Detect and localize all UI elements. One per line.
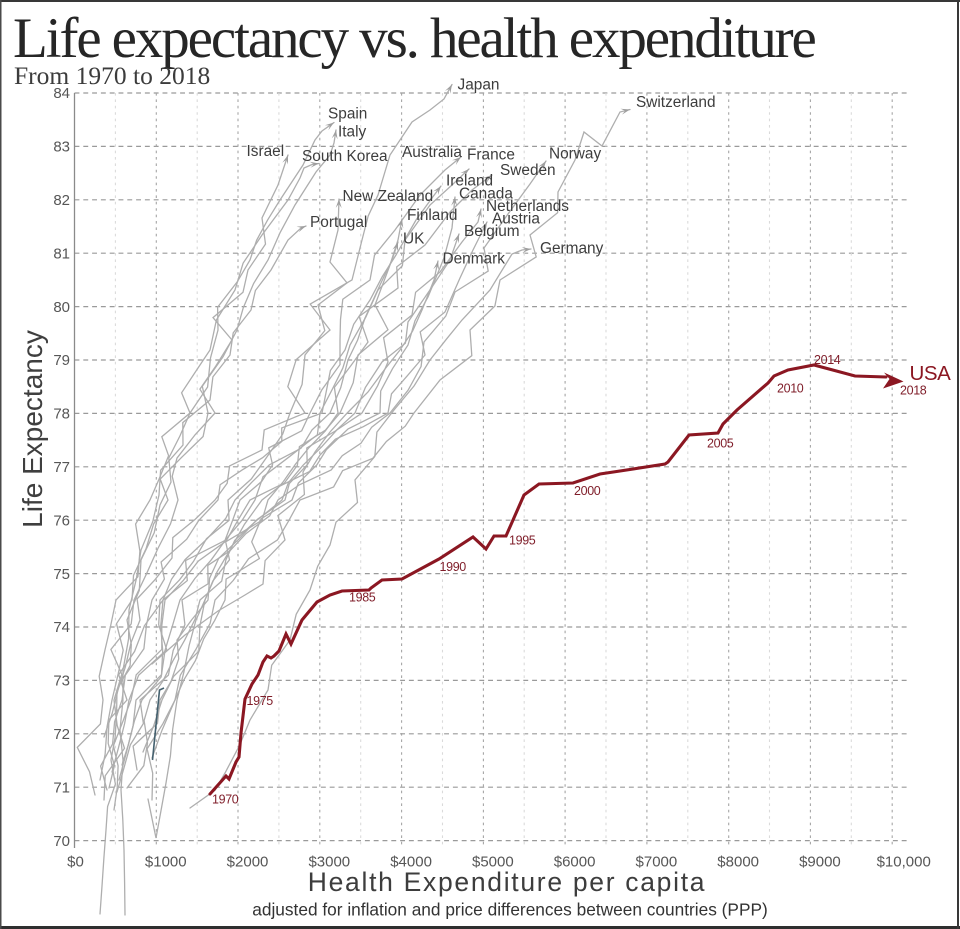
svg-text:1985: 1985 <box>349 591 376 605</box>
svg-text:Canada: Canada <box>459 186 513 203</box>
svg-text:$10,000: $10,000 <box>877 854 931 871</box>
svg-text:Norway: Norway <box>549 146 601 163</box>
svg-text:84: 84 <box>53 85 70 102</box>
svg-text:2018: 2018 <box>900 384 927 398</box>
svg-text:1970: 1970 <box>212 793 239 807</box>
svg-text:77: 77 <box>53 459 70 476</box>
svg-text:$4000: $4000 <box>390 854 432 871</box>
svg-text:71: 71 <box>53 779 70 796</box>
svg-text:Ireland: Ireland <box>446 173 493 190</box>
svg-text:Australia: Australia <box>402 144 462 161</box>
svg-text:Life Expectancy: Life Expectancy <box>17 330 48 528</box>
svg-text:73: 73 <box>53 673 70 690</box>
svg-text:UK: UK <box>403 231 425 248</box>
svg-text:72: 72 <box>53 726 70 743</box>
svg-text:75: 75 <box>53 566 70 583</box>
svg-text:1995: 1995 <box>509 534 536 548</box>
svg-text:2014: 2014 <box>814 353 841 367</box>
svg-text:81: 81 <box>53 245 70 262</box>
svg-text:Sweden: Sweden <box>500 162 556 179</box>
svg-text:$8000: $8000 <box>717 854 759 871</box>
svg-text:Israel: Israel <box>247 143 285 160</box>
svg-text:70: 70 <box>53 833 70 850</box>
svg-text:Austria: Austria <box>492 211 540 228</box>
svg-text:83: 83 <box>53 139 70 156</box>
svg-text:80: 80 <box>53 299 70 316</box>
svg-text:2000: 2000 <box>574 484 601 498</box>
svg-text:$1000: $1000 <box>145 854 187 871</box>
svg-text:New Zealand: New Zealand <box>343 188 434 205</box>
svg-text:Denmark: Denmark <box>443 251 506 268</box>
svg-text:1990: 1990 <box>440 560 467 574</box>
svg-text:Japan: Japan <box>458 77 500 94</box>
svg-text:Switzerland: Switzerland <box>636 94 716 111</box>
svg-text:78: 78 <box>53 406 70 423</box>
svg-text:adjusted for inflation and pri: adjusted for inflation and price differe… <box>252 900 768 920</box>
svg-text:Portugal: Portugal <box>310 214 367 231</box>
svg-text:$7000: $7000 <box>636 854 678 871</box>
svg-text:$3000: $3000 <box>308 854 350 871</box>
svg-text:74: 74 <box>53 619 70 636</box>
svg-text:82: 82 <box>53 192 70 209</box>
svg-text:2005: 2005 <box>707 437 734 451</box>
svg-text:$9000: $9000 <box>799 854 841 871</box>
svg-text:Spain: Spain <box>328 106 367 123</box>
svg-text:$2000: $2000 <box>227 854 269 871</box>
svg-text:Netherlands: Netherlands <box>486 198 569 215</box>
svg-text:France: France <box>467 147 515 164</box>
svg-text:Life expectancy vs. health exp: Life expectancy vs. health expenditure <box>13 7 816 70</box>
svg-text:USA: USA <box>910 362 952 385</box>
svg-text:$0: $0 <box>67 854 84 871</box>
svg-text:1975: 1975 <box>247 694 274 708</box>
svg-text:$5000: $5000 <box>472 854 514 871</box>
svg-text:76: 76 <box>53 512 70 529</box>
svg-text:Italy: Italy <box>338 124 367 141</box>
svg-text:Belgium: Belgium <box>464 223 520 240</box>
svg-text:Germany: Germany <box>540 240 604 257</box>
svg-text:Health Expenditure per capita: Health Expenditure per capita <box>308 867 706 897</box>
svg-text:From 1970 to 2018: From 1970 to 2018 <box>14 61 210 90</box>
svg-text:Finland: Finland <box>407 207 457 224</box>
svg-text:$6000: $6000 <box>554 854 596 871</box>
svg-text:South Korea: South Korea <box>302 148 388 165</box>
svg-text:79: 79 <box>53 352 70 369</box>
svg-text:2010: 2010 <box>777 382 804 396</box>
